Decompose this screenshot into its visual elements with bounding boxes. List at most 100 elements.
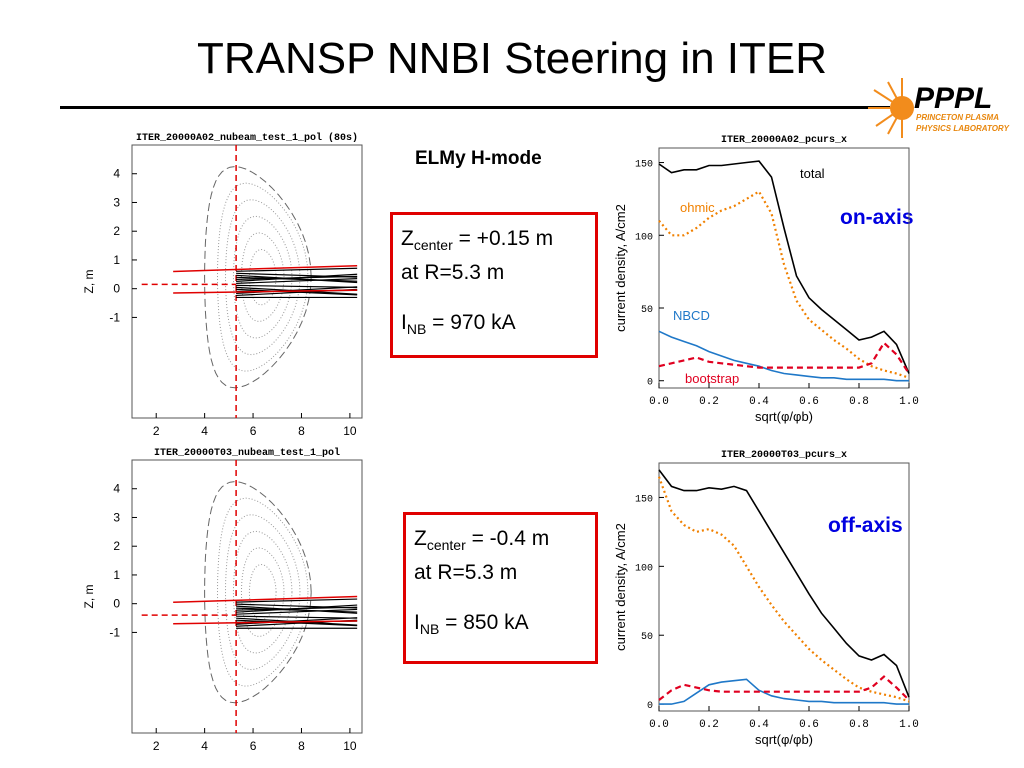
chart-title: ITER_20000A02_pcurs_x bbox=[721, 135, 847, 146]
x-tick-label: 0.6 bbox=[799, 719, 819, 731]
title-divider bbox=[60, 106, 890, 109]
y-tick-label: 1 bbox=[113, 253, 120, 267]
beam-ray bbox=[236, 603, 358, 609]
x-tick-label: 0.8 bbox=[849, 396, 869, 408]
chart-current-density-1: ITER_20000A02_pcurs_x 0.0 0.2 0.4 0.6 0.8 1.0 0… bbox=[613, 135, 919, 424]
y-tick-label: 0 bbox=[647, 701, 653, 712]
y-tick-label: 2 bbox=[113, 539, 120, 553]
case1-r: at R=5.3 m bbox=[401, 261, 505, 285]
flux-surface bbox=[224, 199, 301, 356]
y-tick-label: 4 bbox=[113, 167, 120, 181]
x-tick-label: 6 bbox=[250, 424, 257, 438]
case1-label: on-axis bbox=[840, 206, 914, 229]
x-tick-label: 0.8 bbox=[849, 719, 869, 731]
chart-title: ITER_20000T03_pcurs_x bbox=[721, 450, 847, 461]
sunburst-icon bbox=[868, 78, 914, 138]
y-tick-label: 150 bbox=[635, 494, 653, 505]
beam-ray bbox=[236, 615, 358, 619]
case1-parameters-box: Zcenter = +0.15 m at R=5.3 m INB = 970 k… bbox=[390, 212, 598, 358]
y-tick-label: 0 bbox=[113, 597, 120, 611]
flux-surface bbox=[216, 182, 309, 372]
y-axis-label: Z, m bbox=[82, 585, 96, 609]
y-tick-label: 3 bbox=[113, 195, 120, 209]
flux-surface bbox=[248, 563, 277, 621]
y-tick-label: 50 bbox=[641, 632, 653, 643]
series-line-3 bbox=[658, 341, 910, 375]
plot-frame bbox=[658, 462, 910, 712]
beam-ray bbox=[236, 274, 358, 284]
chart-title: ITER_20000A02_nubeam_test_1_pol (80s) bbox=[136, 132, 358, 144]
beam-upper-edge bbox=[173, 264, 358, 273]
flux-surface bbox=[232, 215, 293, 339]
series-line-0 bbox=[658, 160, 910, 374]
x-tick-label: 8 bbox=[298, 424, 305, 438]
x-tick-label: 1.0 bbox=[899, 396, 919, 408]
logo-line2: PHYSICS LABORATORY bbox=[916, 124, 1010, 133]
y-tick-label: 50 bbox=[641, 305, 653, 316]
x-tick-label: 6 bbox=[250, 739, 257, 753]
y-tick-label: 1 bbox=[113, 568, 120, 582]
series-label: bootstrap bbox=[685, 371, 739, 386]
logo-name: PPPL bbox=[914, 82, 992, 115]
subtitle: ELMy H-mode bbox=[415, 148, 542, 169]
beam-upper-edge bbox=[173, 595, 358, 603]
y-tick-label: 4 bbox=[113, 482, 120, 496]
chart-title: ITER_20000T03_nubeam_test_1_pol bbox=[154, 447, 340, 459]
beam-ray bbox=[236, 278, 358, 284]
beam-ray bbox=[236, 267, 358, 272]
plasma-boundary bbox=[204, 166, 312, 389]
series-line-1 bbox=[658, 190, 910, 379]
plot-frame bbox=[658, 147, 910, 389]
x-tick-label: 4 bbox=[201, 739, 208, 753]
case2-parameters-box: Zcenter = -0.4 m at R=5.3 m INB = 850 kA bbox=[403, 512, 598, 664]
case2-r: at R=5.3 m bbox=[414, 561, 518, 585]
y-tick-label: 3 bbox=[113, 510, 120, 524]
beam-ray bbox=[236, 288, 358, 296]
x-tick-label: 0.2 bbox=[699, 396, 719, 408]
x-tick-label: 1.0 bbox=[899, 719, 919, 731]
case1-i-nb: INB = 970 kA bbox=[401, 311, 516, 338]
y-tick-label: 2 bbox=[113, 224, 120, 238]
plot-frame bbox=[131, 144, 363, 419]
x-tick-label: 10 bbox=[343, 739, 357, 753]
y-tick-label: 0 bbox=[647, 378, 653, 389]
x-axis-label: R, m bbox=[234, 754, 259, 755]
series-line-0 bbox=[658, 469, 910, 698]
x-tick-label: 0.2 bbox=[699, 719, 719, 731]
flux-surface bbox=[216, 497, 309, 687]
series-line-1 bbox=[657, 476, 910, 703]
case1-z-center: Zcenter = +0.15 m bbox=[401, 227, 554, 254]
y-axis-label: current density, A/cm2 bbox=[613, 523, 628, 651]
beam-ray bbox=[236, 598, 358, 603]
y-tick-label: -1 bbox=[109, 625, 120, 639]
x-tick-label: 0.6 bbox=[799, 396, 819, 408]
x-tick-label: 0.0 bbox=[649, 396, 669, 408]
series-line-2 bbox=[658, 330, 909, 382]
flux-surface bbox=[224, 514, 301, 671]
y-tick-label: 100 bbox=[635, 563, 653, 574]
beam-ray bbox=[236, 619, 358, 627]
beam-ray bbox=[236, 272, 358, 278]
y-axis-label: Z, m bbox=[82, 270, 96, 294]
slide-title: TRANSP NNBI Steering in ITER bbox=[196, 34, 828, 83]
case2-i-nb: INB = 850 kA bbox=[414, 611, 529, 638]
y-tick-label: 100 bbox=[635, 232, 653, 243]
beam-ray bbox=[236, 605, 358, 614]
x-axis-label: sqrt(φ/φb) bbox=[755, 409, 813, 424]
pppl-logo: PPPL PRINCETON PLASMA PHYSICS LABORATORY bbox=[868, 78, 1010, 138]
x-tick-label: 8 bbox=[298, 739, 305, 753]
chart-poloidal-1: ITER_20000A02_nubeam_test_1_pol (80s) 2 4 6… bbox=[82, 132, 363, 438]
beam-lower-edge bbox=[173, 289, 358, 294]
y-axis-label: current density, A/cm2 bbox=[613, 204, 628, 332]
beam-ray bbox=[236, 608, 358, 615]
x-tick-label: 4 bbox=[201, 424, 208, 438]
series-label: NBCD bbox=[673, 308, 710, 323]
chart-current-density-2: ITER_20000T03_pcurs_x 0.0 0.2 0.4 0.6 0.8 1.0 0… bbox=[613, 450, 919, 747]
y-tick-label: 0 bbox=[113, 282, 120, 296]
case2-label: off-axis bbox=[828, 514, 903, 537]
beam-lower-edge bbox=[173, 620, 358, 625]
series-line-2 bbox=[659, 678, 909, 705]
y-tick-label: 150 bbox=[635, 160, 653, 171]
x-tick-label: 2 bbox=[153, 424, 160, 438]
